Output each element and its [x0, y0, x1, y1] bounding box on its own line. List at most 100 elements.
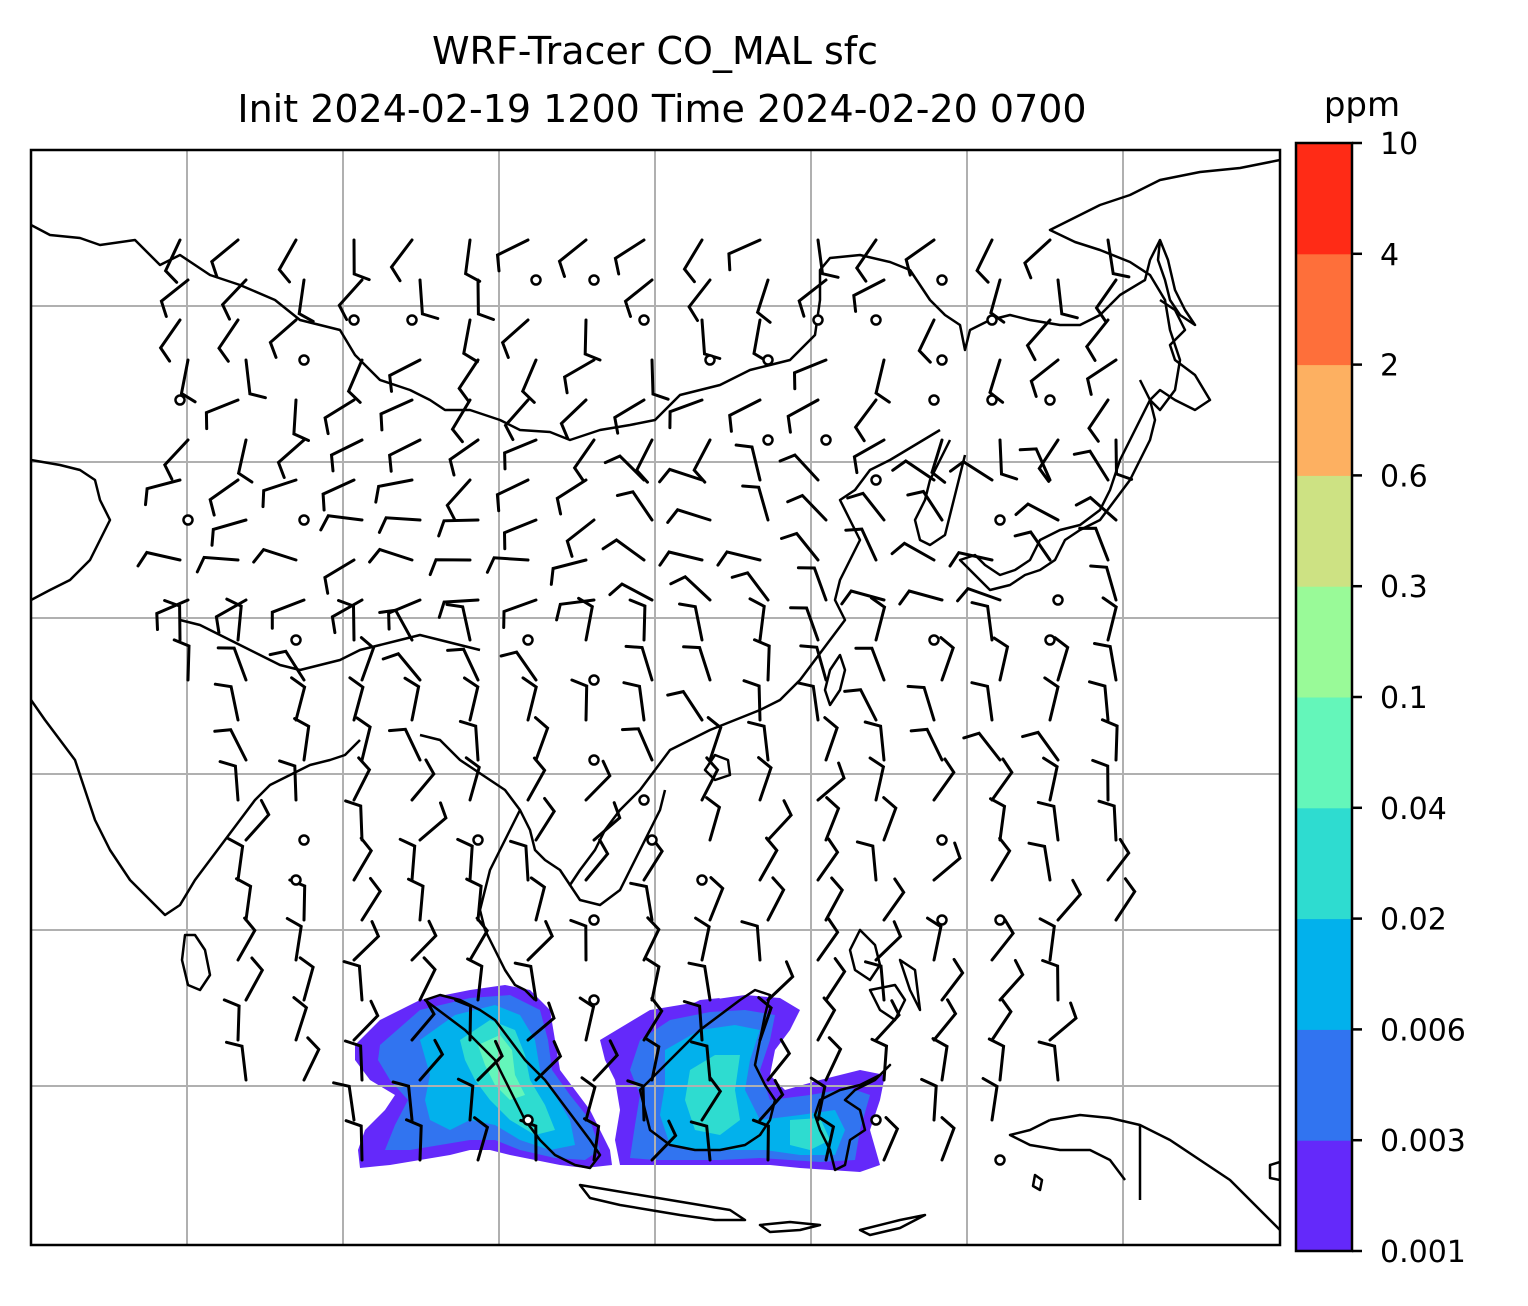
- wind-barb: [445, 603, 472, 642]
- wind-barb: [690, 1040, 712, 1082]
- calm-wind-marker: [936, 914, 948, 926]
- wind-barb: [225, 597, 243, 642]
- wind-barb: [989, 797, 1007, 842]
- wind-barb: [789, 606, 820, 642]
- wind-barb: [874, 358, 891, 404]
- wind-barb: [577, 596, 594, 642]
- calm-wind-markers: [174, 274, 1064, 1166]
- wind-barb: [476, 278, 495, 321]
- wind-barb: [757, 756, 773, 802]
- wind-barb: [521, 676, 538, 722]
- wind-barb: [786, 493, 828, 522]
- wind-barb: [949, 459, 994, 482]
- wind-barb: [216, 646, 248, 682]
- wind-barb: [930, 438, 947, 484]
- wind-barb: [463, 238, 482, 283]
- wind-barb: [816, 996, 837, 1042]
- wind-barb: [906, 684, 936, 722]
- wind-barb: [940, 1116, 956, 1162]
- wind-barb: [1085, 358, 1118, 396]
- wind-barb: [218, 760, 240, 802]
- wind-barb: [465, 877, 483, 922]
- calm-wind-marker: [704, 354, 716, 366]
- colorbar-swatch: [1296, 697, 1352, 809]
- wind-barb: [1100, 718, 1119, 762]
- wind-barb: [268, 649, 306, 682]
- wind-barb: [780, 531, 820, 562]
- wind-barb: [700, 756, 720, 802]
- calm-wind-marker: [1044, 394, 1056, 406]
- wind-barb: [816, 761, 846, 802]
- wind-barb: [1074, 495, 1118, 522]
- wind-barb: [549, 558, 588, 586]
- wind-barb: [742, 679, 762, 722]
- wind-barb: [502, 518, 538, 551]
- wind-barb: [418, 801, 448, 842]
- wind-barb: [990, 918, 1015, 962]
- gridlines: [31, 150, 1280, 1245]
- wind-barb: [669, 575, 712, 602]
- wind-barb: [668, 398, 704, 430]
- wind-barb: [445, 478, 472, 521]
- calm-wind-marker: [986, 314, 998, 326]
- colorbar-swatch: [1296, 364, 1352, 476]
- wind-barb: [909, 727, 944, 762]
- wind-barb: [195, 555, 240, 574]
- wind-barb: [1093, 642, 1118, 682]
- wind-barb: [753, 638, 771, 682]
- calm-wind-marker: [174, 394, 186, 406]
- calm-wind-marker: [348, 314, 360, 326]
- wind-barb: [796, 566, 828, 602]
- calm-wind-marker: [696, 874, 708, 886]
- wind-barb: [682, 238, 704, 284]
- wind-barb: [1078, 526, 1110, 562]
- wind-barb: [337, 278, 364, 321]
- wind-barb: [570, 678, 589, 722]
- calm-wind-marker: [522, 634, 534, 646]
- wind-barb: [277, 238, 298, 284]
- wind-barb: [854, 238, 878, 283]
- wind-barb: [323, 558, 356, 595]
- wind-barb: [210, 518, 248, 547]
- wind-barb: [840, 589, 886, 606]
- wind-barb: [1013, 530, 1052, 562]
- wind-barb: [495, 238, 530, 273]
- wind-barb: [1043, 676, 1060, 722]
- wind-barb: [730, 571, 770, 602]
- calm-wind-marker: [820, 434, 832, 446]
- wind-barb: [225, 1040, 248, 1082]
- wind-barb: [208, 478, 240, 517]
- wind-barb: [437, 598, 480, 619]
- wind-barb: [1056, 878, 1083, 922]
- wind-barb: [319, 514, 364, 532]
- calm-wind-marker: [290, 634, 302, 646]
- wind-barb: [1072, 449, 1110, 482]
- wind-barb: [236, 438, 254, 484]
- colorbar-tick-label: 0.006: [1380, 1013, 1466, 1048]
- wind-barb: [378, 608, 414, 642]
- wind-barb: [210, 238, 240, 279]
- wind-barb: [970, 681, 994, 722]
- wind-barb: [786, 398, 820, 434]
- wind-barb: [988, 358, 1005, 404]
- colorbar-tick-label: 2: [1380, 349, 1399, 384]
- map-frame: [29, 148, 1282, 1247]
- wind-barb: [666, 689, 704, 722]
- wind-barb: [1021, 730, 1060, 762]
- wind-barb: [1042, 756, 1059, 802]
- wind-barb: [846, 491, 886, 522]
- wind-barb: [682, 645, 712, 682]
- calm-wind-marker: [472, 834, 484, 846]
- wind-barb: [987, 1037, 1006, 1082]
- wind-barb: [740, 920, 762, 962]
- wind-barb: [213, 682, 240, 722]
- wind-barb: [622, 681, 646, 722]
- wind-barb: [741, 484, 770, 522]
- wind-barb: [569, 918, 588, 962]
- wind-barb: [389, 238, 414, 283]
- wind-barb: [418, 956, 437, 1002]
- wind-barb: [268, 318, 298, 359]
- wind-barb: [608, 582, 654, 602]
- calm-wind-marker: [1044, 634, 1056, 646]
